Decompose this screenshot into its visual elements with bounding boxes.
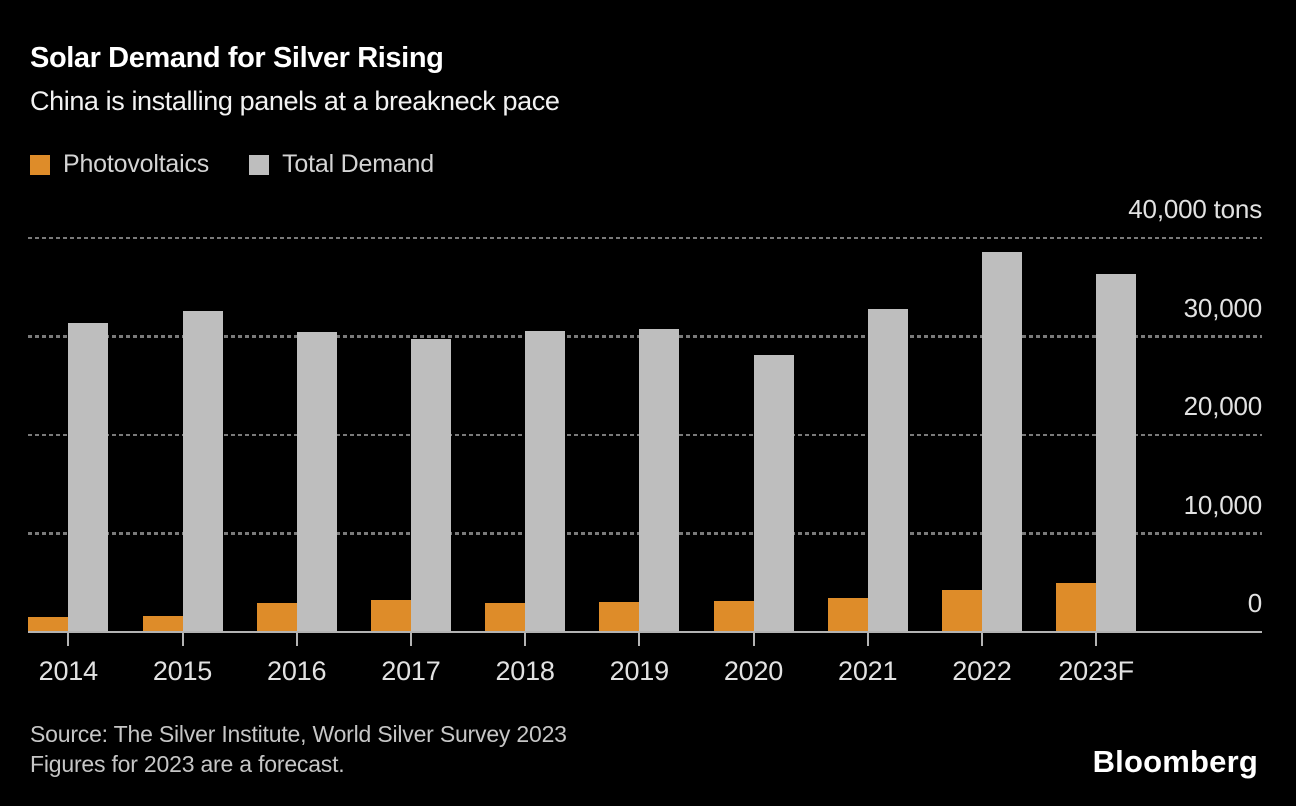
x-axis-tick (866, 632, 869, 646)
x-axis-label: 2014 (38, 656, 98, 686)
x-axis-tick (752, 632, 755, 646)
y-gridline (28, 236, 1262, 239)
legend-item-total-demand: Total Demand (249, 150, 434, 179)
bar-total-demand (639, 328, 680, 632)
y-axis-label: 40,000 tons (1128, 194, 1262, 224)
x-axis-line (28, 631, 1262, 633)
bar-total-demand (68, 322, 109, 632)
bar-total-demand (981, 251, 1022, 632)
x-axis-tick (295, 632, 298, 646)
y-axis-label: 30,000 (1183, 292, 1263, 323)
x-axis-tick (409, 632, 412, 646)
source-note: Source: The Silver Institute, World Silv… (30, 719, 567, 779)
y-axis-label: 0 (1247, 588, 1262, 618)
bar-total-demand (296, 331, 337, 632)
legend-label: Photovoltaics (63, 150, 210, 178)
x-axis-tick (67, 632, 70, 646)
bar-total-demand (525, 330, 566, 632)
bar-total-demand (410, 339, 451, 632)
x-axis-tick (524, 632, 527, 646)
y-axis-label: 20,000 (1183, 391, 1263, 421)
bar-photovoltaics (713, 601, 754, 632)
x-axis-label: 2020 (723, 656, 784, 686)
x-axis-tick (638, 632, 641, 646)
bloomberg-logo: Bloomberg (1092, 744, 1258, 779)
bar-total-demand (753, 355, 794, 632)
x-axis-tick (1095, 632, 1098, 646)
bar-total-demand (867, 308, 908, 632)
legend: Photovoltaics Total Demand (30, 150, 434, 179)
bar-photovoltaics (485, 603, 526, 632)
forecast-note: Figures for 2023 are a forecast. (30, 751, 345, 777)
legend-item-photovoltaics: Photovoltaics (30, 150, 209, 179)
bar-photovoltaics (256, 603, 297, 632)
bar-photovoltaics (941, 589, 982, 632)
x-axis-label: 2015 (152, 656, 213, 686)
bar-photovoltaics (370, 600, 411, 632)
x-axis-label: 2016 (267, 656, 327, 686)
bar-total-demand (1096, 274, 1137, 632)
source-line: Source: The Silver Institute, World Silv… (30, 721, 567, 747)
bar-photovoltaics (599, 602, 640, 632)
x-axis-label: 2021 (838, 656, 898, 686)
y-axis-label: 10,000 (1183, 489, 1263, 520)
bar-total-demand (182, 310, 223, 632)
bar-photovoltaics (827, 597, 868, 632)
bar-photovoltaics (1056, 582, 1097, 632)
x-axis-label: 2019 (609, 656, 669, 686)
x-axis-label: 2018 (495, 656, 555, 686)
legend-label: Total Demand (282, 150, 434, 178)
x-axis-tick (980, 632, 983, 646)
x-axis-label: 2023F (1058, 656, 1134, 686)
legend-swatch-photovoltaics (30, 154, 50, 175)
x-axis-label: 2017 (381, 656, 441, 686)
legend-swatch-total-demand (249, 154, 270, 175)
x-axis-label: 2022 (952, 656, 1012, 686)
chart-title: Solar Demand for Silver Rising (30, 42, 444, 74)
chart-subtitle: China is installing panels at a breaknec… (30, 86, 560, 116)
x-axis-tick (181, 632, 184, 646)
bar-photovoltaics (142, 616, 183, 632)
bar-photovoltaics (28, 617, 69, 632)
